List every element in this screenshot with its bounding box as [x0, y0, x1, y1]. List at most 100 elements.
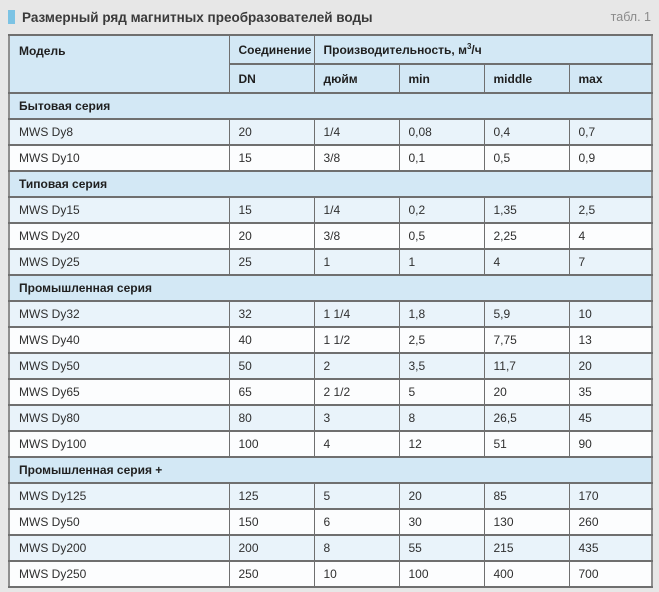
cell-inch: 3/8	[313, 144, 400, 172]
cell-middle: 51	[483, 430, 570, 458]
table-row: MWS Dy50 150 6 30 130 260	[8, 508, 653, 536]
cell-model: MWS Dy20	[8, 222, 230, 250]
cell-middle: 0,4	[483, 118, 570, 146]
table-header: Модель Соединение Производительность, м3…	[8, 34, 653, 94]
column-header-max: max	[568, 63, 653, 94]
cell-model: MWS Dy15	[8, 196, 230, 224]
cell-max: 10	[568, 300, 653, 328]
cell-min: 20	[398, 482, 485, 510]
cell-max: 13	[568, 326, 653, 354]
cell-model: MWS Dy40	[8, 326, 230, 354]
cell-max: 4	[568, 222, 653, 250]
cell-min: 0,1	[398, 144, 485, 172]
cell-min: 2,5	[398, 326, 485, 354]
table-row: MWS Dy125 125 5 20 85 170	[8, 482, 653, 510]
cell-inch: 5	[313, 482, 400, 510]
cell-middle: 5,9	[483, 300, 570, 328]
cell-max: 90	[568, 430, 653, 458]
cell-middle: 7,75	[483, 326, 570, 354]
cell-min: 5	[398, 378, 485, 406]
section-title: Промышленная серия +	[8, 456, 653, 484]
section-header-row: Промышленная серия +	[8, 456, 653, 484]
cell-model: MWS Dy10	[8, 144, 230, 172]
table-row: MWS Dy50 50 2 3,5 11,7 20	[8, 352, 653, 380]
cell-max: 7	[568, 248, 653, 276]
cell-inch: 1 1/4	[313, 300, 400, 328]
cell-min: 12	[398, 430, 485, 458]
section-title: Бытовая серия	[8, 92, 653, 120]
cell-model: MWS Dy32	[8, 300, 230, 328]
cell-inch: 1/4	[313, 196, 400, 224]
cell-inch: 10	[313, 560, 400, 588]
page-title: Размерный ряд магнитных преобразователей…	[22, 9, 373, 25]
table-row: MWS Dy250 250 10 100 400 700	[8, 560, 653, 588]
cell-min: 0,5	[398, 222, 485, 250]
section-title: Типовая серия	[8, 170, 653, 198]
cell-min: 55	[398, 534, 485, 562]
cell-inch: 1/4	[313, 118, 400, 146]
cell-middle: 1,35	[483, 196, 570, 224]
table-reference-label: табл. 1	[610, 10, 651, 24]
cell-min: 3,5	[398, 352, 485, 380]
cell-dn: 15	[228, 144, 315, 172]
cell-middle: 400	[483, 560, 570, 588]
cell-inch: 2 1/2	[313, 378, 400, 406]
cell-dn: 100	[228, 430, 315, 458]
cell-inch: 4	[313, 430, 400, 458]
title-bullet-icon	[8, 10, 15, 24]
cell-middle: 26,5	[483, 404, 570, 432]
cell-dn: 250	[228, 560, 315, 588]
spec-table: Модель Соединение Производительность, м3…	[8, 34, 654, 588]
section-title: Промышленная серия	[8, 274, 653, 302]
table-row: MWS Dy8 20 1/4 0,08 0,4 0,7	[8, 118, 653, 146]
cell-inch: 2	[313, 352, 400, 380]
section-header-row: Бытовая серия	[8, 92, 653, 120]
cell-inch: 8	[313, 534, 400, 562]
cell-inch: 1 1/2	[313, 326, 400, 354]
cell-inch: 3	[313, 404, 400, 432]
column-header-middle: middle	[483, 63, 570, 94]
cell-dn: 32	[228, 300, 315, 328]
cell-min: 0,08	[398, 118, 485, 146]
cell-dn: 200	[228, 534, 315, 562]
cell-model: MWS Dy50	[8, 508, 230, 536]
cell-dn: 20	[228, 222, 315, 250]
productivity-label: Производительность, м	[323, 42, 467, 57]
cell-dn: 50	[228, 352, 315, 380]
cell-min: 1,8	[398, 300, 485, 328]
cell-dn: 150	[228, 508, 315, 536]
cell-model: MWS Dy80	[8, 404, 230, 432]
cell-min: 0,2	[398, 196, 485, 224]
cell-max: 435	[568, 534, 653, 562]
cell-middle: 130	[483, 508, 570, 536]
cell-min: 30	[398, 508, 485, 536]
cell-max: 45	[568, 404, 653, 432]
column-header-inch: дюйм	[313, 63, 400, 94]
header-row-2: DN дюйм min middle max	[9, 63, 653, 94]
table-row: MWS Dy32 32 1 1/4 1,8 5,9 10	[8, 300, 653, 328]
column-header-min: min	[398, 63, 485, 94]
table-row: MWS Dy20 20 3/8 0,5 2,25 4	[8, 222, 653, 250]
cell-inch: 6	[313, 508, 400, 536]
cell-dn: 40	[228, 326, 315, 354]
cell-middle: 0,5	[483, 144, 570, 172]
cell-dn: 15	[228, 196, 315, 224]
cell-dn: 65	[228, 378, 315, 406]
table-row: MWS Dy15 15 1/4 0,2 1,35 2,5	[8, 196, 653, 224]
cell-model: MWS Dy8	[8, 118, 230, 146]
table-row: MWS Dy100 100 4 12 51 90	[8, 430, 653, 458]
cell-max: 2,5	[568, 196, 653, 224]
cell-max: 0,9	[568, 144, 653, 172]
cell-model: MWS Dy25	[8, 248, 230, 276]
cell-max: 700	[568, 560, 653, 588]
table-row: MWS Dy25 25 1 1 4 7	[8, 248, 653, 276]
cell-max: 20	[568, 352, 653, 380]
cell-model: MWS Dy125	[8, 482, 230, 510]
cell-model: MWS Dy50	[8, 352, 230, 380]
cell-dn: 80	[228, 404, 315, 432]
column-header-dn: DN	[228, 63, 315, 94]
cell-middle: 2,25	[483, 222, 570, 250]
header-row-1: Модель Соединение Производительность, м3…	[8, 34, 653, 94]
cell-dn: 25	[228, 248, 315, 276]
